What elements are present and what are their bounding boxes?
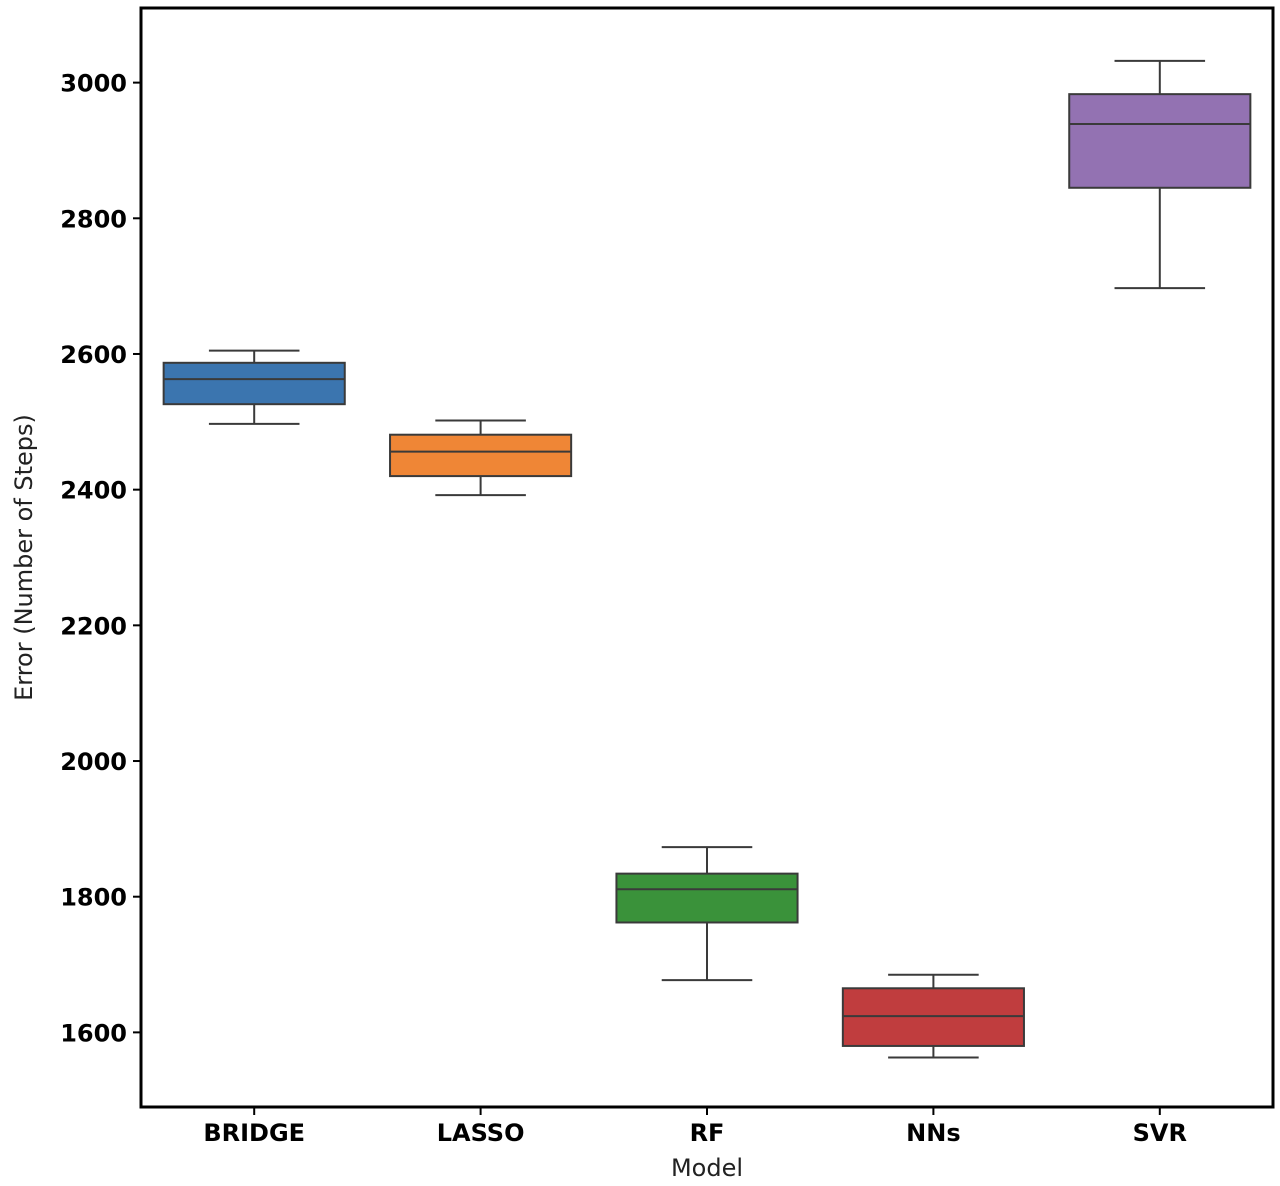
y-axis-label: Error (Number of Steps) bbox=[10, 414, 38, 701]
y-tick-label: 2600 bbox=[60, 341, 127, 369]
x-tick-label: RF bbox=[690, 1119, 725, 1147]
box-iqr bbox=[389, 433, 573, 478]
x-axis-label: Model bbox=[671, 1154, 743, 1182]
y-tick-label: 2400 bbox=[60, 477, 127, 505]
y-tick-label: 2800 bbox=[60, 205, 127, 233]
box-iqr bbox=[162, 361, 346, 406]
y-tick-label: 3000 bbox=[60, 70, 127, 98]
box-lasso bbox=[389, 419, 573, 497]
box-series bbox=[162, 59, 1252, 1059]
x-tick-label: LASSO bbox=[437, 1119, 525, 1147]
x-tick-label: SVR bbox=[1133, 1119, 1187, 1147]
y-tick-label: 1600 bbox=[60, 1019, 127, 1047]
box-iqr bbox=[1068, 93, 1252, 189]
y-tick-label: 1800 bbox=[60, 884, 127, 912]
box-bridge bbox=[162, 349, 346, 425]
y-tick-label: 2200 bbox=[60, 612, 127, 640]
y-tick-label: 2000 bbox=[60, 748, 127, 776]
x-tick-label: NNs bbox=[906, 1119, 960, 1147]
y-axis-ticks: 1600 1800 2000 2200 2400 2600 2800 3000 bbox=[60, 70, 141, 1047]
box-iqr bbox=[841, 987, 1025, 1047]
x-tick-label: BRIDGE bbox=[203, 1119, 305, 1147]
box-iqr bbox=[615, 872, 799, 924]
box-rf bbox=[615, 846, 799, 982]
box-svr bbox=[1068, 59, 1252, 290]
x-axis-ticks: BRIDGE LASSO RF NNs SVR bbox=[203, 1107, 1187, 1147]
box-nns bbox=[841, 973, 1025, 1059]
